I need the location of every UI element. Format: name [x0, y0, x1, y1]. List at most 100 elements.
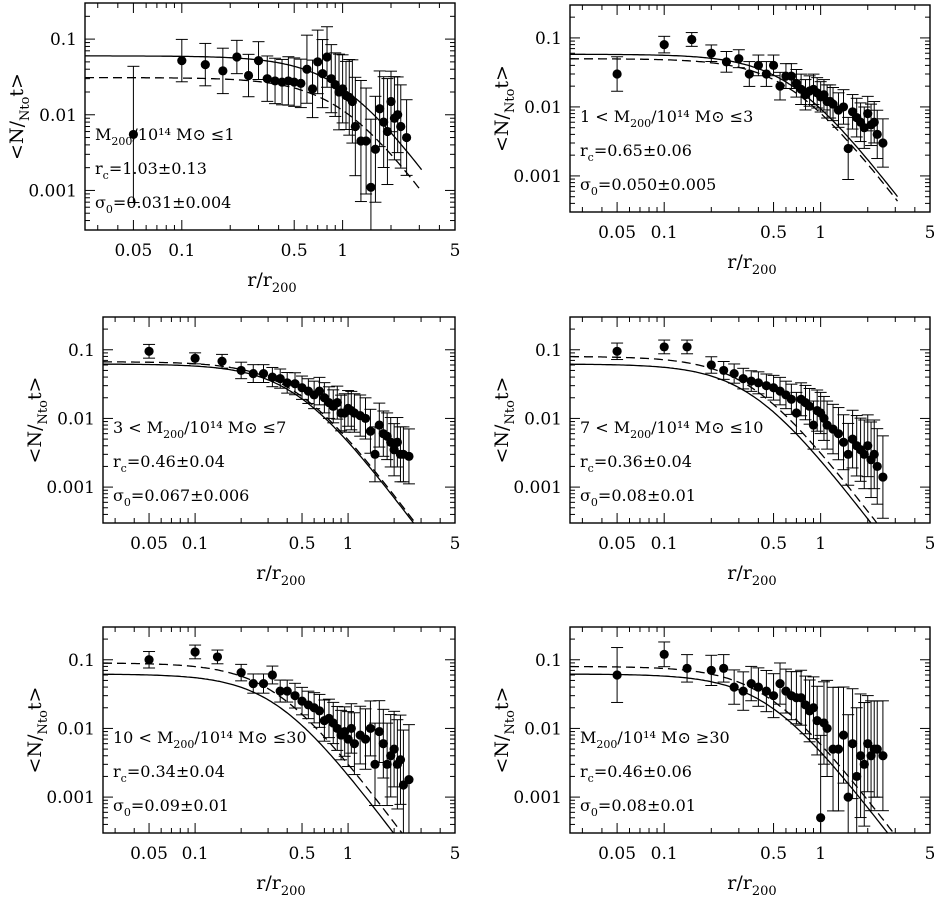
data-point: [865, 700, 878, 812]
data-marker: [753, 682, 763, 692]
data-marker: [370, 144, 381, 154]
y-tick-label: 0.001: [513, 788, 562, 808]
fit-line-solid: [570, 53, 899, 197]
data-marker: [852, 771, 862, 782]
data-point: [705, 356, 718, 374]
x-tick-label: 1: [815, 223, 826, 243]
data-point: [189, 644, 202, 660]
annotation-2: rc=0.46±0.04: [113, 452, 225, 475]
data-marker: [144, 655, 154, 665]
x-tick-label: 5: [925, 844, 934, 864]
data-marker: [302, 64, 312, 74]
data-marker: [682, 663, 692, 673]
data-point: [842, 422, 855, 486]
data-marker: [729, 682, 739, 692]
data-marker: [744, 69, 754, 79]
data-point: [394, 714, 407, 805]
data-point: [752, 667, 765, 707]
data-marker: [706, 360, 716, 370]
plot-frame: [569, 626, 931, 834]
data-point: [861, 95, 874, 132]
data-marker: [828, 99, 838, 109]
data-marker: [343, 734, 353, 744]
panel-4: 0.05 0.1 0.5 1 5 0.1 0.01 0.001 r/r200 <N/Ntot> 7 …: [491, 316, 934, 589]
data-point: [300, 34, 313, 104]
data-point: [364, 700, 377, 757]
data-point: [832, 686, 845, 812]
x-tick-label: 5: [925, 223, 934, 243]
y-tick-label: 0.01: [57, 409, 95, 429]
fit-curves: [103, 662, 403, 833]
data-marker: [128, 129, 139, 140]
data-point: [247, 673, 260, 694]
data-point: [658, 35, 671, 54]
data-point: [288, 57, 301, 107]
x-tick-label: 0.05: [114, 241, 152, 261]
data-marker: [838, 730, 849, 740]
data-marker: [190, 353, 200, 363]
data-point: [316, 39, 329, 109]
data-point: [266, 665, 279, 685]
data-marker: [687, 34, 697, 45]
data-marker: [262, 74, 272, 84]
data-marker: [843, 792, 853, 802]
data-marker: [838, 437, 849, 447]
y-ticks: [570, 16, 930, 213]
fit-line-dashed: [103, 662, 403, 833]
data-marker: [682, 342, 692, 352]
x-tick-label: 0.1: [651, 223, 678, 243]
data-marker: [612, 670, 622, 680]
x-ticks: [581, 317, 931, 523]
annotation-1: M200/10¹⁴ M⊙ ≥30: [580, 728, 730, 751]
data-marker: [322, 52, 332, 62]
data-point: [274, 679, 287, 703]
data-marker: [721, 57, 732, 67]
x-tick-label: 1: [815, 534, 826, 554]
data-marker: [775, 678, 785, 689]
data-point: [394, 84, 407, 169]
data-point: [282, 56, 295, 106]
data-point: [760, 373, 773, 398]
data-point: [832, 92, 845, 128]
y-tick-label: 0.01: [57, 719, 95, 739]
y-axis-label: <N/Ntot>: [491, 377, 518, 464]
data-point: [127, 65, 140, 204]
fit-line-solid: [103, 673, 395, 833]
annotation-1: M200/10¹⁴ M⊙ ≤1: [95, 125, 235, 148]
data-points: [611, 339, 889, 519]
y-tick-label: 0.01: [524, 409, 562, 429]
data-marker: [808, 420, 819, 430]
data-point: [313, 376, 326, 406]
data-point: [247, 364, 260, 384]
data-marker: [314, 706, 325, 716]
data-marker: [706, 665, 716, 675]
data-marker: [872, 129, 882, 139]
data-point: [737, 671, 750, 711]
plot-frame: [569, 316, 931, 524]
y-tick-label: 0.01: [524, 719, 562, 739]
data-marker: [729, 368, 739, 379]
data-marker: [177, 55, 187, 66]
data-marker: [275, 374, 285, 384]
data-point: [199, 42, 212, 87]
data-point: [658, 641, 671, 668]
data-point: [767, 673, 780, 719]
data-marker: [878, 138, 888, 148]
data-point: [348, 712, 361, 776]
x-tick-label: 5: [450, 844, 461, 864]
data-point: [752, 371, 765, 395]
y-tick-label: 0.001: [46, 788, 95, 808]
fit-curves: [570, 53, 899, 202]
data-point: [175, 38, 188, 83]
data-point: [269, 57, 282, 105]
data-marker: [386, 96, 396, 107]
data-point: [743, 61, 756, 87]
data-point: [143, 343, 156, 359]
y-tick-label: 0.01: [524, 98, 562, 118]
data-marker: [267, 670, 277, 680]
data-marker: [282, 686, 292, 696]
data-marker: [332, 723, 342, 734]
data-point: [861, 695, 874, 793]
data-point: [189, 352, 202, 365]
data-point: [681, 654, 694, 683]
